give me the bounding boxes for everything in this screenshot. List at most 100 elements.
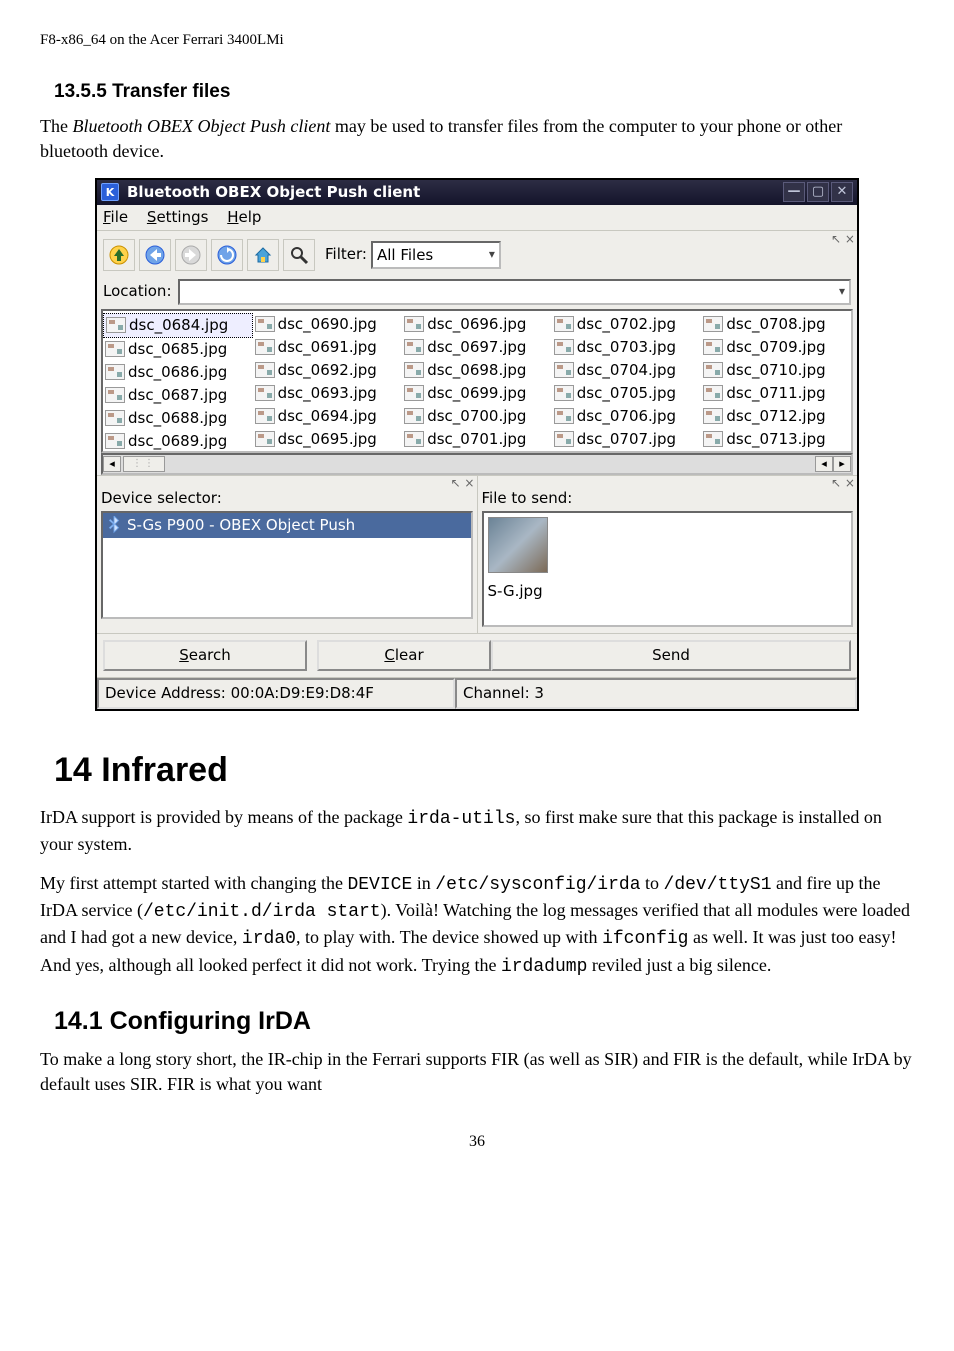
status-channel: Channel: 3 xyxy=(455,678,857,709)
menu-help[interactable]: Help xyxy=(227,208,261,226)
image-icon xyxy=(703,385,723,401)
file-item[interactable]: dsc_0703.jpg xyxy=(552,336,702,359)
file-item[interactable]: dsc_0707.jpg xyxy=(552,428,702,451)
file-item-label: dsc_0698.jpg xyxy=(427,360,526,381)
device-list[interactable]: S-Gs P900 - OBEX Object Push xyxy=(101,511,473,619)
image-icon xyxy=(255,362,275,378)
detach2-icon[interactable]: ↖ × xyxy=(451,475,475,492)
file-item[interactable]: dsc_0691.jpg xyxy=(253,336,403,359)
file-item[interactable]: dsc_0687.jpg xyxy=(103,384,253,407)
file-item[interactable]: dsc_0690.jpg xyxy=(253,313,403,336)
file-item-label: dsc_0689.jpg xyxy=(128,431,227,452)
file-item[interactable]: dsc_0688.jpg xyxy=(103,407,253,430)
scroll-thumb[interactable]: ⋮⋮ xyxy=(123,456,165,472)
file-item[interactable]: dsc_0695.jpg xyxy=(253,428,403,451)
device-item[interactable]: S-Gs P900 - OBEX Object Push xyxy=(103,513,471,538)
page-number: 36 xyxy=(40,1131,914,1153)
file-item-label: dsc_0707.jpg xyxy=(577,429,676,450)
file-item-label: dsc_0699.jpg xyxy=(427,383,526,404)
search-button[interactable]: Search xyxy=(103,640,307,671)
file-item[interactable]: dsc_0699.jpg xyxy=(402,382,552,405)
file-item-label: dsc_0703.jpg xyxy=(577,337,676,358)
image-icon xyxy=(554,316,574,332)
image-icon xyxy=(106,317,126,333)
image-icon xyxy=(404,339,424,355)
nav-forward-icon[interactable] xyxy=(175,239,207,271)
file-item[interactable]: dsc_0709.jpg xyxy=(701,336,851,359)
nav-home-icon[interactable] xyxy=(247,239,279,271)
file-item[interactable]: dsc_0700.jpg xyxy=(402,405,552,428)
file-item-label: dsc_0697.jpg xyxy=(427,337,526,358)
file-item-label: dsc_0695.jpg xyxy=(278,429,377,450)
file-item[interactable]: dsc_0708.jpg xyxy=(701,313,851,336)
location-input[interactable] xyxy=(178,279,852,305)
file-item[interactable]: dsc_0689.jpg xyxy=(103,430,253,453)
nav-back-icon[interactable] xyxy=(139,239,171,271)
file-item[interactable]: dsc_0685.jpg xyxy=(103,338,253,361)
zoom-icon[interactable] xyxy=(283,239,315,271)
h-scrollbar[interactable]: ◂ ⋮⋮ ◂ ▸ xyxy=(101,453,853,475)
heading-1355: 13.5.5 Transfer files xyxy=(54,79,914,106)
menu-file[interactable]: File xyxy=(103,208,128,226)
bluetooth-icon xyxy=(107,516,121,534)
file-to-send-pane: ↖ × File to send: S-G.jpg xyxy=(477,475,858,633)
file-item[interactable]: dsc_0696.jpg xyxy=(402,313,552,336)
clear-button[interactable]: Clear xyxy=(317,640,491,671)
window-icon: K xyxy=(101,183,119,201)
image-icon xyxy=(255,339,275,355)
file-item-label: dsc_0691.jpg xyxy=(278,337,377,358)
nav-up-icon[interactable] xyxy=(103,239,135,271)
maximize-icon[interactable]: ▢ xyxy=(807,182,829,202)
image-icon xyxy=(554,431,574,447)
file-item-label: dsc_0710.jpg xyxy=(726,360,825,381)
image-icon xyxy=(255,316,275,332)
file-item[interactable]: dsc_0701.jpg xyxy=(402,428,552,451)
para-1355: The Bluetooth OBEX Object Push client ma… xyxy=(40,114,914,164)
file-item[interactable]: dsc_0711.jpg xyxy=(701,382,851,405)
scroll-right-icon[interactable]: ▸ xyxy=(833,456,851,472)
close-icon[interactable]: ✕ xyxy=(831,182,853,202)
titlebar[interactable]: K Bluetooth OBEX Object Push client — ▢ … xyxy=(97,180,857,205)
file-item[interactable]: dsc_0710.jpg xyxy=(701,359,851,382)
file-item[interactable]: dsc_0705.jpg xyxy=(552,382,702,405)
file-item[interactable]: dsc_0702.jpg xyxy=(552,313,702,336)
image-icon xyxy=(554,385,574,401)
file-item-label: dsc_0692.jpg xyxy=(278,360,377,381)
menu-settings[interactable]: Settings xyxy=(147,208,209,226)
file-item-label: dsc_0688.jpg xyxy=(128,408,227,429)
file-item[interactable]: dsc_0686.jpg xyxy=(103,361,253,384)
file-item[interactable]: dsc_0706.jpg xyxy=(552,405,702,428)
scroll-left2-icon[interactable]: ◂ xyxy=(815,456,833,472)
scroll-left-icon[interactable]: ◂ xyxy=(103,456,121,472)
file-item[interactable]: dsc_0698.jpg xyxy=(402,359,552,382)
detach-icon[interactable]: ↖ × xyxy=(831,231,855,248)
minimize-icon[interactable]: — xyxy=(783,182,805,202)
page-header: F8-x86_64 on the Acer Ferrari 3400LMi xyxy=(40,30,914,51)
file-item[interactable]: dsc_0713.jpg xyxy=(701,428,851,451)
image-icon xyxy=(703,408,723,424)
detach3-icon[interactable]: ↖ × xyxy=(831,475,855,492)
image-icon xyxy=(554,339,574,355)
file-item[interactable]: dsc_0692.jpg xyxy=(253,359,403,382)
file-item[interactable]: dsc_0712.jpg xyxy=(701,405,851,428)
file-item[interactable]: dsc_0697.jpg xyxy=(402,336,552,359)
toolbar: Filter: All Files xyxy=(103,235,851,271)
file-item[interactable]: dsc_0684.jpg xyxy=(103,313,253,338)
file-item-label: dsc_0708.jpg xyxy=(726,314,825,335)
image-icon xyxy=(105,433,125,449)
image-icon xyxy=(255,431,275,447)
file-item[interactable]: dsc_0693.jpg xyxy=(253,382,403,405)
image-icon xyxy=(703,316,723,332)
filter-combo[interactable]: All Files xyxy=(371,241,501,269)
file-item-label: dsc_0700.jpg xyxy=(427,406,526,427)
image-icon xyxy=(105,341,125,357)
image-icon xyxy=(105,387,125,403)
file-item[interactable]: dsc_0694.jpg xyxy=(253,405,403,428)
filter-label: Filter: xyxy=(325,244,367,265)
file-browser[interactable]: dsc_0684.jpgdsc_0685.jpgdsc_0686.jpgdsc_… xyxy=(101,309,853,453)
file-item[interactable]: dsc_0704.jpg xyxy=(552,359,702,382)
send-button[interactable]: Send xyxy=(491,640,851,671)
menubar: File Settings Help xyxy=(97,205,857,231)
image-icon xyxy=(404,316,424,332)
nav-reload-icon[interactable] xyxy=(211,239,243,271)
